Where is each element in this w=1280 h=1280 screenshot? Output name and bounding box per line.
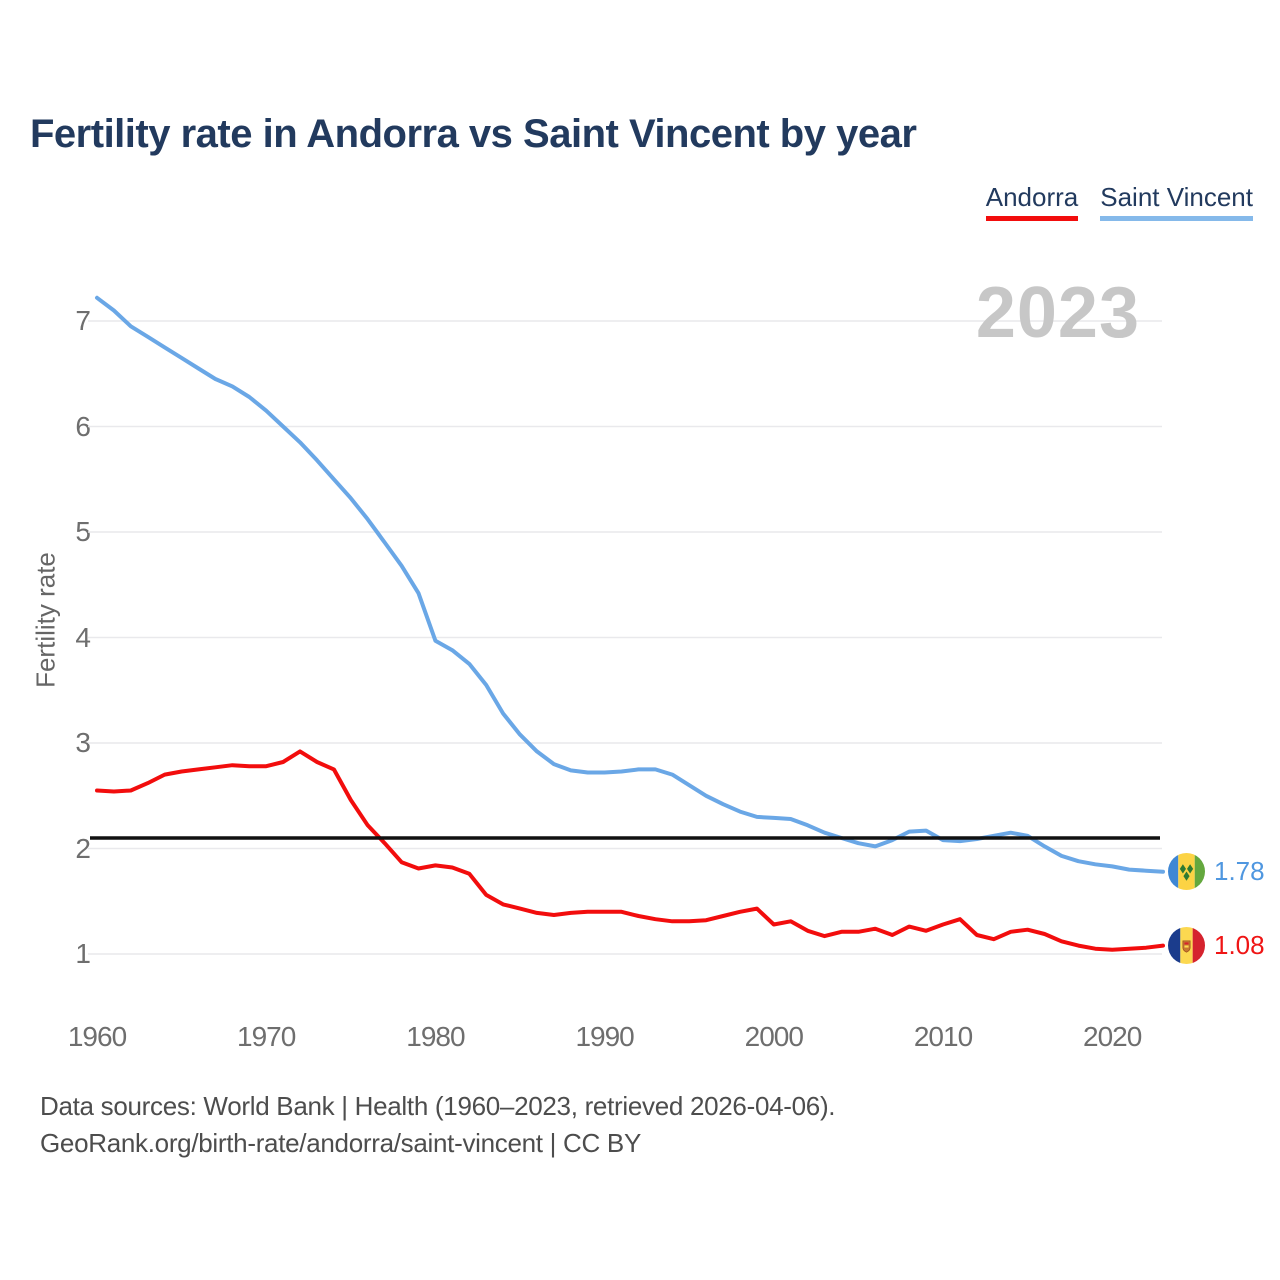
legend-item-andorra[interactable]: Andorra [985,183,1079,221]
x-tick-label-1980: 1980 [406,1021,465,1052]
page-title: Fertility rate in Andorra vs Saint Vince… [30,112,917,156]
series-line-saint-vincent[interactable] [95,295,1165,874]
x-tick-label-1960: 1960 [67,1021,127,1052]
series-line-andorra[interactable] [95,749,1165,952]
year-watermark: 2023 [975,273,1140,353]
end-label-saint-vincent: 1.78 [1168,853,1265,891]
y-tick-label-4: 4 [75,621,91,653]
andorra-flag-icon [1168,927,1205,965]
end-value-saint-vincent: 1.78 [1214,856,1265,887]
x-tick-label-2000: 2000 [744,1021,804,1052]
x-tick-label-1990: 1990 [575,1021,634,1052]
footer-sources: Data sources: World Bank | Health (1960–… [40,1091,836,1121]
y-tick-label-3: 3 [75,727,91,758]
y-tick-label-6: 6 [75,410,91,442]
footer: Data sources: World Bank | Health (1960–… [40,1088,836,1162]
y-tick-label-2: 2 [75,832,91,864]
end-label-andorra: 1.08 [1168,927,1265,965]
saint-vincent-flag-icon [1168,853,1205,891]
y-tick-label-7: 7 [75,305,91,336]
footer-attribution: GeoRank.org/birth-rate/andorra/saint-vin… [40,1128,641,1158]
x-tick-label-2020: 2020 [1083,1021,1142,1052]
end-value-andorra: 1.08 [1214,930,1265,961]
y-tick-label-5: 5 [75,516,91,547]
x-tick-label-2010: 2010 [913,1021,973,1052]
legend: Andorra Saint Vincent [985,183,1253,221]
legend-item-saint-vincent[interactable]: Saint Vincent [1100,183,1253,221]
y-tick-label-1: 1 [75,938,91,969]
x-tick-label-1970: 1970 [237,1021,296,1052]
